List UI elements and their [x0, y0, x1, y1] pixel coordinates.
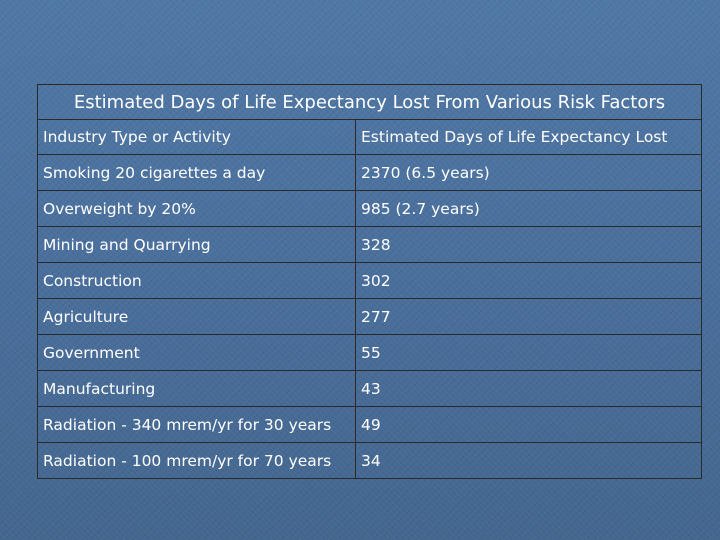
table-row: Government 55	[37, 334, 703, 371]
table-row: Agriculture 277	[37, 298, 703, 335]
activity-cell: Government	[37, 334, 356, 371]
table-row: Radiation - 340 mrem/yr for 30 years 49	[37, 406, 703, 443]
days-lost-cell: 277	[354, 298, 703, 335]
activity-cell: Construction	[37, 262, 356, 299]
activity-cell: Manufacturing	[37, 370, 356, 407]
risk-factors-table: Estimated Days of Life Expectancy Lost F…	[36, 84, 703, 479]
table-row: Smoking 20 cigarettes a day 2370 (6.5 ye…	[37, 154, 703, 191]
table-row: Manufacturing 43	[37, 370, 703, 407]
header-activity: Industry Type or Activity	[37, 119, 356, 155]
table-header-row: Industry Type or Activity Estimated Days…	[37, 119, 703, 155]
days-lost-cell: 49	[354, 406, 703, 443]
header-days-lost: Estimated Days of Life Expectancy Lost	[354, 119, 703, 155]
activity-cell: Agriculture	[37, 298, 356, 335]
activity-cell: Smoking 20 cigarettes a day	[37, 154, 356, 191]
activity-cell: Radiation - 340 mrem/yr for 30 years	[37, 406, 356, 443]
table-row: Radiation - 100 mrem/yr for 70 years 34	[37, 442, 703, 479]
days-lost-cell: 34	[354, 442, 703, 479]
activity-cell: Mining and Quarrying	[37, 226, 356, 263]
days-lost-cell: 55	[354, 334, 703, 371]
days-lost-cell: 2370 (6.5 years)	[354, 154, 703, 191]
days-lost-cell: 302	[354, 262, 703, 299]
days-lost-cell: 985 (2.7 years)	[354, 190, 703, 227]
table-row: Overweight by 20% 985 (2.7 years)	[37, 190, 703, 227]
table-title-row: Estimated Days of Life Expectancy Lost F…	[36, 84, 703, 120]
table-row: Mining and Quarrying 328	[37, 226, 703, 263]
table-row: Construction 302	[37, 262, 703, 299]
activity-cell: Radiation - 100 mrem/yr for 70 years	[37, 442, 356, 479]
days-lost-cell: 43	[354, 370, 703, 407]
table-title: Estimated Days of Life Expectancy Lost F…	[36, 84, 703, 120]
activity-cell: Overweight by 20%	[37, 190, 356, 227]
days-lost-cell: 328	[354, 226, 703, 263]
